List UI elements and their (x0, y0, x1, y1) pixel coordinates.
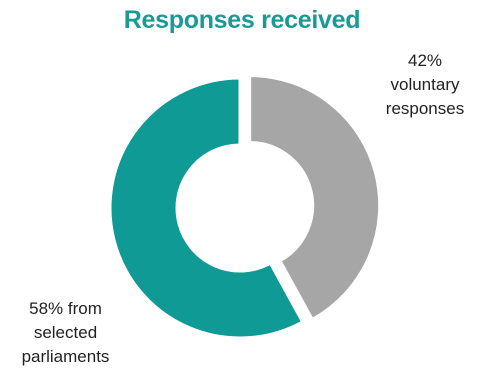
slice-selected (108, 76, 305, 340)
chart-title: Responses received (123, 6, 361, 34)
slice-label-selected: 58% from selected parliaments (21, 299, 110, 366)
slice-label-voluntary: 42% voluntary responses (385, 51, 465, 118)
slice-voluntary (248, 74, 382, 322)
